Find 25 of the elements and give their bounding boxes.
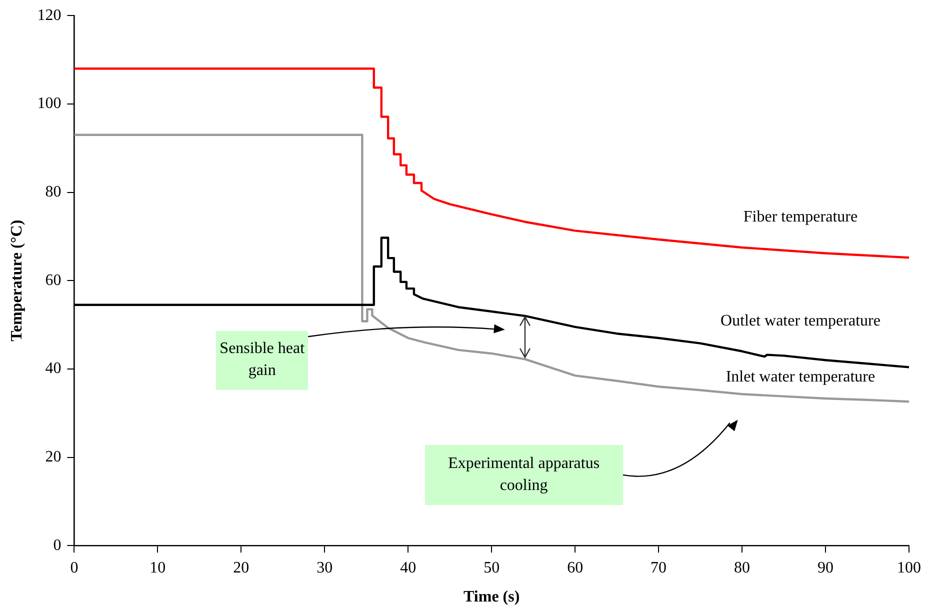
y-tick-label: 20 (45, 448, 62, 466)
x-tick-label: 50 (484, 559, 500, 576)
x-tick-label: 40 (400, 559, 416, 576)
x-axis-title: Time (s) (464, 588, 520, 606)
annotation: Experimental apparatus cooling (424, 444, 623, 505)
y-tick-label: 120 (37, 6, 62, 24)
y-tick-label: 0 (53, 536, 62, 554)
x-tick-label: 60 (567, 559, 584, 576)
series-label: Inlet water temperature (726, 368, 876, 386)
x-tick-label: 80 (734, 559, 750, 576)
x-tick-label: 20 (233, 559, 250, 576)
y-tick-label: 40 (45, 360, 62, 378)
x-tick-label: 70 (650, 559, 667, 576)
x-tick-label: 100 (897, 559, 921, 576)
x-tick-label: 0 (70, 559, 78, 576)
series-label: Fiber temperature (743, 208, 858, 226)
annotation: Sensible heat gain (216, 330, 308, 390)
x-tick-label: 90 (818, 559, 834, 576)
y-axis-title: Temperature (°C) (8, 220, 26, 342)
y-tick-label: 80 (45, 183, 62, 200)
x-tick-label: 10 (150, 559, 166, 576)
x-tick-label: 30 (316, 559, 333, 576)
series-label: Outlet water temperature (720, 312, 880, 330)
y-tick-label: 100 (37, 95, 62, 112)
y-tick-label: 60 (45, 272, 62, 289)
